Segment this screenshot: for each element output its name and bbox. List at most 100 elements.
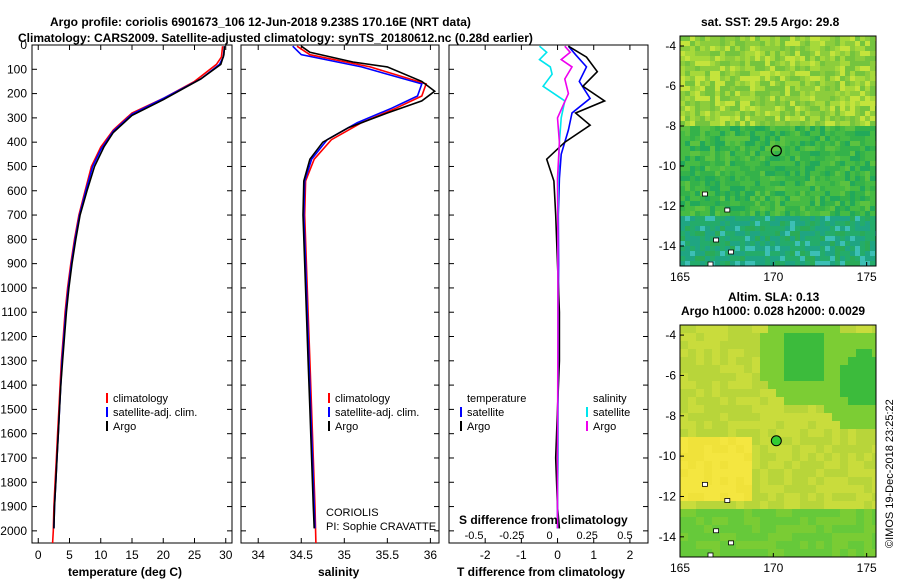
map-cell <box>735 141 740 146</box>
map-cell <box>752 533 760 541</box>
map-cell <box>705 126 710 131</box>
map-cell <box>735 181 740 186</box>
map-cell <box>765 181 770 186</box>
map-cell <box>860 226 865 231</box>
map-cell <box>744 533 752 541</box>
map-cell <box>695 196 700 201</box>
map-cell <box>710 51 715 56</box>
map-cell <box>720 41 725 46</box>
map-cell <box>792 349 800 357</box>
map-cell <box>700 121 705 126</box>
map-cell <box>728 445 736 453</box>
map-cell <box>695 221 700 226</box>
map-cell <box>760 171 765 176</box>
map-cell <box>830 146 835 151</box>
map-cell <box>680 373 688 381</box>
map-cell <box>700 246 705 251</box>
map-cell <box>712 397 720 405</box>
map-x-tick-label: 165 <box>670 270 690 284</box>
map-cell <box>712 389 720 397</box>
map-cell <box>710 201 715 206</box>
map-cell <box>820 231 825 236</box>
depth-tick-label: 1500 <box>0 402 27 416</box>
map-cell <box>815 186 820 191</box>
depth-axis: 0100200300400500600700800900100011001200… <box>0 38 27 538</box>
map-cell <box>872 397 876 405</box>
map-cell <box>815 116 820 121</box>
map-cell <box>785 61 790 66</box>
map-cell <box>740 136 745 141</box>
map-cell <box>795 256 800 261</box>
map-cell <box>792 413 800 421</box>
map-cell <box>790 91 795 96</box>
map-cell <box>850 181 855 186</box>
map-cell <box>775 151 780 156</box>
x-tick-label: -2 <box>480 548 491 562</box>
map-cell <box>680 493 688 501</box>
map-cell <box>820 141 825 146</box>
map-cell <box>680 405 688 413</box>
map-cell <box>690 216 695 221</box>
map-cell <box>685 131 690 136</box>
map-cell <box>805 91 810 96</box>
depth-tick-label: 1200 <box>0 330 27 344</box>
map-cell <box>780 181 785 186</box>
map-cell <box>760 413 768 421</box>
map-cell <box>780 246 785 251</box>
map-cell <box>790 231 795 236</box>
map-cell <box>850 71 855 76</box>
map-cell <box>725 176 730 181</box>
map-cell <box>815 211 820 216</box>
map-cell <box>860 101 865 106</box>
map-cell <box>700 181 705 186</box>
map-cell <box>745 226 750 231</box>
map-cell <box>770 256 775 261</box>
map-cell <box>860 36 865 41</box>
map-cell <box>800 116 805 121</box>
map-cell <box>848 461 856 469</box>
map-cell <box>685 56 690 61</box>
map-cell <box>790 226 795 231</box>
map-cell <box>832 325 840 333</box>
map-cell <box>790 66 795 71</box>
map-cell <box>700 81 705 86</box>
map-cell <box>855 231 860 236</box>
s-tick-label: 0.25 <box>576 530 597 542</box>
map-cell <box>790 236 795 241</box>
map-cell <box>840 421 848 429</box>
map-cell <box>768 333 776 341</box>
map-cell <box>735 146 740 151</box>
map-cell <box>725 211 730 216</box>
map-cell <box>825 46 830 51</box>
map-cell <box>815 106 820 111</box>
map-cell <box>704 365 712 373</box>
map-cell <box>815 101 820 106</box>
map-cell <box>768 469 776 477</box>
map-cell <box>705 246 710 251</box>
map-cell <box>695 41 700 46</box>
map-cell <box>784 365 792 373</box>
map-cell <box>870 211 875 216</box>
map-cell <box>872 493 876 501</box>
map-cell <box>805 256 810 261</box>
map-cell <box>832 413 840 421</box>
map-cell <box>872 365 876 373</box>
map-cell <box>685 211 690 216</box>
map-cell <box>745 76 750 81</box>
map-cell <box>770 66 775 71</box>
map-cell <box>855 251 860 256</box>
map-cell <box>768 365 776 373</box>
map-cell <box>800 61 805 66</box>
map-cell <box>715 151 720 156</box>
map-cell <box>728 477 736 485</box>
depth-tick-label: 1800 <box>0 475 27 489</box>
map-cell <box>856 405 864 413</box>
map-cell <box>860 91 865 96</box>
map-cell <box>792 365 800 373</box>
map-cell <box>820 251 825 256</box>
map-cell <box>848 509 856 517</box>
map-cell <box>730 106 735 111</box>
map-cell <box>740 231 745 236</box>
map-cell <box>820 156 825 161</box>
map-cell <box>776 429 784 437</box>
